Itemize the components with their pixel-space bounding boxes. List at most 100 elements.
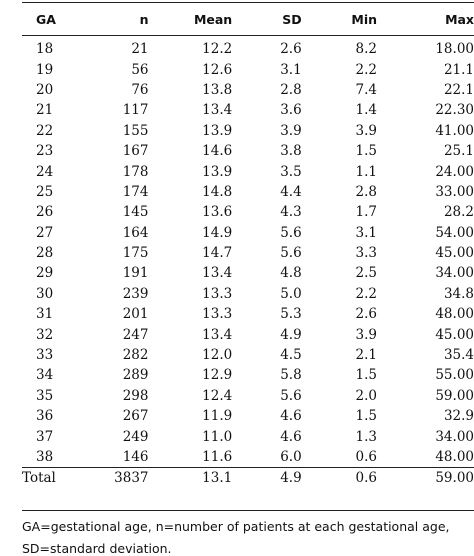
header-min: Min	[351, 11, 377, 27]
table-row: 27 164 14.9 5.6 3.1 54.00	[22, 223, 474, 243]
header-n: n	[139, 11, 149, 27]
cell-sd: 4.8	[280, 265, 302, 282]
cell-sd: 3.6	[280, 102, 302, 119]
cell-max: 18.00	[435, 41, 474, 58]
cell-max: 34.00	[435, 428, 474, 445]
total-cell-sd: 4.9	[232, 467, 302, 489]
cell-mean: 13.4	[202, 102, 233, 119]
cell-n: 247	[122, 326, 149, 343]
cell-n: 174	[122, 183, 149, 200]
cell-mean: 11.6	[202, 449, 233, 465]
cell-n: 267	[122, 408, 149, 425]
cell-sd: 2.8	[280, 81, 302, 98]
table-row: 38 146 11.6 6.0 0.6 48.00	[22, 447, 474, 468]
table-row: 32 247 13.4 4.9 3.9 45.00	[22, 324, 474, 344]
cell-mean: 12.4	[202, 387, 233, 404]
table-row: 25 174 14.8 4.4 2.8 33.00	[22, 182, 474, 202]
cell-max: 22.30	[435, 102, 474, 119]
cell-min: 1.7	[355, 204, 377, 221]
cell-n: 56	[131, 61, 149, 78]
cell-n: 289	[122, 367, 149, 384]
cell-ga: 20	[36, 81, 54, 98]
cell-sd: 5.6	[280, 224, 302, 241]
cell-sd: 4.5	[280, 347, 302, 364]
cell-min: 1.5	[355, 143, 377, 160]
cell-n: 191	[122, 265, 149, 282]
cell-min: 3.9	[355, 326, 377, 343]
cell-mean: 13.3	[202, 306, 233, 323]
cell-n: 76	[131, 81, 149, 98]
table-row: 20 76 13.8 2.8 7.4 22.1	[22, 80, 474, 100]
cell-max: 25.1	[443, 143, 474, 160]
cell-mean: 13.3	[202, 285, 233, 302]
cell-n: 145	[122, 204, 149, 221]
cell-sd: 5.3	[280, 306, 302, 323]
cell-sd: 4.6	[280, 408, 302, 425]
table-row: 21 117 13.4 3.6 1.4 22.30	[22, 100, 474, 120]
cell-max: 35.4	[443, 347, 474, 364]
cell-min: 3.3	[355, 245, 377, 262]
cell-ga: 37	[36, 428, 54, 445]
cell-mean: 12.6	[202, 61, 233, 78]
total-cell-mean: 13.1	[148, 467, 233, 489]
table-total-row: Total 3837 13.1 4.9 0.6 59.00	[22, 467, 474, 489]
cell-min: 1.4	[355, 102, 377, 119]
cell-sd: 5.6	[280, 387, 302, 404]
cell-ga: 34	[36, 367, 54, 384]
cell-min: 2.6	[355, 306, 377, 323]
table-row: 30 239 13.3 5.0 2.2 34.8	[22, 284, 474, 304]
cell-n: 21	[131, 41, 149, 58]
cell-n: 117	[122, 102, 149, 119]
total-cell-max: 59.00	[377, 467, 474, 489]
cell-ga: 21	[36, 102, 54, 119]
cell-min: 1.5	[355, 367, 377, 384]
cell-sd: 3.8	[280, 143, 302, 160]
cell-max: 59.00	[435, 387, 474, 404]
cell-min: 1.3	[355, 428, 377, 445]
table-row: 29 191 13.4 4.8 2.5 34.00	[22, 263, 474, 283]
statistics-table: GA n Mean SD Min Max 18 21 12.2 2.6 8.2 18.00…	[22, 3, 474, 489]
cell-n: 201	[122, 306, 149, 323]
cell-max: 34.00	[435, 265, 474, 282]
cell-max: 24.00	[435, 163, 474, 180]
cell-ga: 32	[36, 326, 54, 343]
cell-min: 8.2	[355, 41, 377, 58]
total-cell-n: 3837	[81, 467, 149, 489]
total-cell-min: 0.6	[301, 467, 377, 489]
cell-max: 34.8	[443, 285, 474, 302]
table-top-rule	[22, 2, 474, 3]
cell-max: 22.1	[443, 81, 474, 98]
cell-mean: 13.9	[202, 122, 233, 139]
cell-sd: 4.3	[280, 204, 302, 221]
cell-ga: 28	[36, 245, 54, 262]
cell-max: 32.9	[443, 408, 474, 425]
cell-ga: 22	[36, 122, 54, 139]
table-row: 35 298 12.4 5.6 2.0 59.00	[22, 386, 474, 406]
cell-sd: 6.0	[280, 449, 302, 465]
cell-n: 298	[122, 387, 149, 404]
cell-min: 0.6	[355, 449, 377, 465]
cell-ga: 26	[36, 204, 54, 221]
table-row: 24 178 13.9 3.5 1.1 24.00	[22, 161, 474, 181]
table-header-row: GA n Mean SD Min Max	[22, 3, 474, 35]
cell-sd: 4.9	[280, 326, 302, 343]
cell-sd: 4.4	[280, 183, 302, 200]
cell-max: 41.00	[435, 122, 474, 139]
header-sd: SD	[282, 11, 302, 27]
cell-min: 2.2	[355, 285, 377, 302]
cell-ga: 27	[36, 224, 54, 241]
cell-min: 1.1	[355, 163, 377, 180]
cell-ga: 23	[36, 143, 54, 160]
footnote-line-2: SD=standard deviation.	[22, 541, 172, 556]
table-row: 31 201 13.3 5.3 2.6 48.00	[22, 304, 474, 324]
cell-mean: 11.9	[202, 408, 233, 425]
cell-mean: 12.2	[202, 41, 233, 58]
cell-n: 282	[122, 347, 149, 364]
footnote-rule	[22, 510, 474, 511]
table-row: 33 282 12.0 4.5 2.1 35.4	[22, 345, 474, 365]
cell-ga: 18	[36, 41, 54, 58]
cell-mean: 13.8	[202, 81, 233, 98]
cell-mean: 11.0	[202, 428, 233, 445]
cell-ga: 31	[36, 306, 54, 323]
cell-max: 45.00	[435, 326, 474, 343]
